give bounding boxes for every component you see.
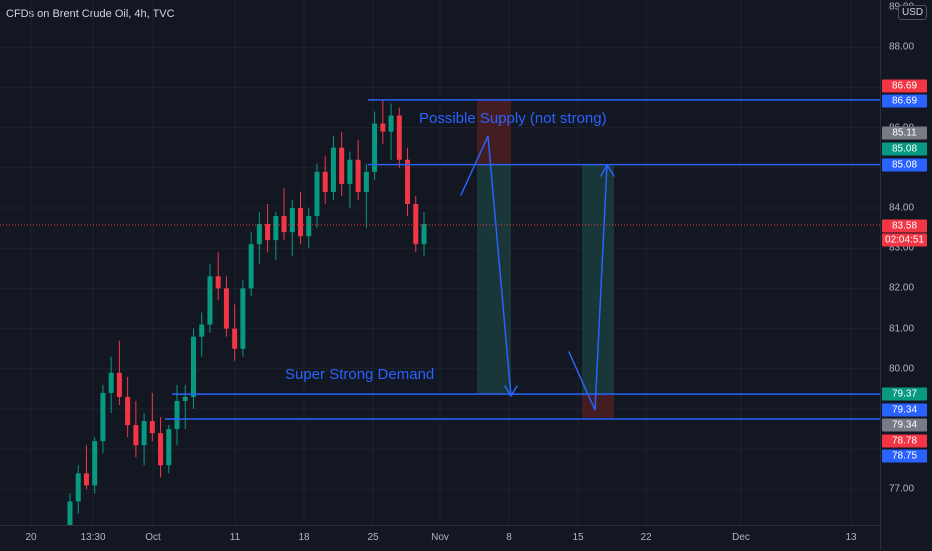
- price-tag: 79.34: [882, 403, 927, 417]
- time-tick-label: 20: [25, 532, 37, 543]
- candle-body: [83, 473, 89, 486]
- price-tick-label: 88.00: [889, 41, 915, 53]
- candle-body: [355, 159, 361, 192]
- time-tick-label: 25: [367, 532, 379, 543]
- price-chart[interactable]: [0, 0, 880, 525]
- price-tag: 79.37: [882, 387, 927, 401]
- price-axis[interactable]: 89.0088.0086.0084.0083.0082.0081.0080.00…: [880, 0, 932, 550]
- price-tag: 79.34: [882, 418, 927, 432]
- time-axis[interactable]: 20 13:30 Oct 11 18 25 Nov 8 15 22 Dec 13: [0, 525, 880, 551]
- candle-body: [330, 147, 336, 192]
- candle-body: [265, 224, 271, 241]
- time-tick-label: 15: [572, 532, 584, 543]
- price-tag: 85.08: [882, 158, 927, 172]
- candle-body: [116, 372, 122, 397]
- price-tag: 86.69: [882, 79, 927, 93]
- candle-body: [298, 208, 304, 237]
- candle-body: [133, 425, 139, 446]
- candle-body: [215, 276, 221, 289]
- candle-body: [281, 216, 287, 233]
- time-tick-label: 22: [640, 532, 652, 543]
- candle-body: [421, 224, 427, 245]
- candle-body: [240, 288, 246, 349]
- candle-body: [248, 244, 254, 289]
- price-tag: 85.08: [882, 142, 927, 156]
- candle-body: [339, 147, 345, 184]
- price-tick-label: 83.00: [889, 242, 915, 254]
- time-tick-label: 11: [229, 532, 241, 543]
- price-tick-label: 84.00: [889, 202, 915, 214]
- supply-label: Possible Supply (not strong): [419, 110, 607, 127]
- candle-body: [306, 216, 312, 237]
- time-tick-label: Oct: [145, 532, 161, 543]
- demand-arrowhead: [600, 164, 615, 177]
- demand-label: Super Strong Demand: [285, 366, 435, 383]
- candle-body: [174, 400, 180, 430]
- price-tick-label: 82.00: [889, 282, 915, 294]
- candle-body: [322, 171, 328, 192]
- candle-body: [67, 501, 73, 525]
- candle-body: [314, 171, 320, 217]
- candle-body: [100, 392, 106, 442]
- symbol-title: CFDs on Brent Crude Oil, 4h, TVC: [6, 8, 175, 20]
- candle-body: [190, 336, 196, 397]
- candle-body: [223, 288, 229, 329]
- candle-body: [232, 328, 238, 349]
- candle-body: [273, 216, 279, 241]
- candle-body: [372, 123, 378, 172]
- time-tick-label: Dec: [732, 532, 750, 543]
- candle-body: [125, 396, 131, 426]
- demand-arrow-path: [568, 164, 608, 411]
- supply-stop-zone: [477, 99, 511, 165]
- supply-arrow-path: [460, 135, 512, 397]
- price-tag: 85.11: [882, 126, 927, 140]
- time-tick-label: 18: [298, 532, 310, 543]
- price-tick-label: 77.00: [889, 483, 915, 495]
- candle-body: [92, 441, 98, 486]
- supply-arrowhead: [504, 385, 518, 397]
- price-tag: 02:04:51: [882, 233, 927, 247]
- candle-body: [199, 324, 205, 337]
- candle-body: [347, 159, 353, 184]
- price-tag: 83.58: [882, 219, 927, 233]
- price-tag: 86.69: [882, 94, 927, 108]
- candle-body: [405, 159, 411, 204]
- candle-body: [141, 421, 147, 446]
- demand-stop-zone: [582, 394, 614, 418]
- candle-body: [388, 115, 394, 132]
- candle-body: [166, 429, 172, 466]
- candle-body: [108, 372, 114, 393]
- candle-body: [182, 396, 188, 401]
- candle-body: [149, 421, 155, 434]
- time-tick-label: 13:30: [80, 532, 106, 543]
- price-tag: 78.78: [882, 434, 927, 448]
- chart-area[interactable]: CFDs on Brent Crude Oil, 4h, TVC Possibl…: [0, 0, 880, 525]
- currency-badge[interactable]: USD: [898, 5, 928, 20]
- price-tick-label: 80.00: [889, 363, 915, 375]
- candle-body: [363, 171, 369, 192]
- candle-body: [413, 203, 419, 245]
- candle-body: [289, 208, 295, 233]
- candle-body: [158, 433, 164, 466]
- price-tag: 78.75: [882, 449, 927, 463]
- candle-body: [256, 224, 262, 245]
- candle-body: [380, 123, 386, 132]
- candle-body: [396, 115, 402, 160]
- time-tick-label: Nov: [431, 532, 449, 543]
- time-tick-label: 13: [845, 532, 857, 543]
- candle-body: [207, 276, 213, 325]
- price-tick-label: 81.00: [889, 323, 915, 335]
- time-tick-label: 8: [506, 532, 512, 543]
- candle-body: [75, 473, 81, 502]
